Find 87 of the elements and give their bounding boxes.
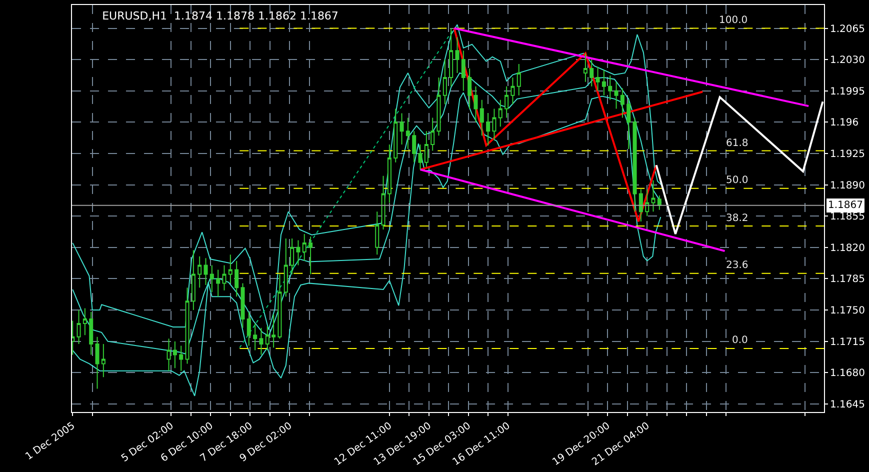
candlestick <box>308 236 313 275</box>
candlestick <box>253 322 258 351</box>
series-label: 23.6 <box>726 260 748 271</box>
candlestick <box>198 256 202 288</box>
candlestick <box>240 282 245 328</box>
ref-line-label: 1.1867 <box>828 200 863 211</box>
y-tick-label: 1.1785 <box>830 274 865 286</box>
candlestick <box>449 28 454 87</box>
candlestick <box>620 88 624 118</box>
candlestick <box>632 117 637 212</box>
candlestick <box>101 344 106 378</box>
candlestick <box>442 59 447 105</box>
candlestick <box>179 345 184 372</box>
candlestick <box>290 238 294 275</box>
candlestick <box>302 233 306 262</box>
candlestick <box>394 108 398 163</box>
candlestick <box>400 112 404 146</box>
candlestick <box>89 311 94 356</box>
candlestick <box>468 68 472 110</box>
y-tick-label: 1.1820 <box>830 242 865 254</box>
candlestick <box>602 70 606 96</box>
candlestick <box>412 130 416 163</box>
candlestick <box>455 36 460 74</box>
candlestick <box>381 175 386 230</box>
series-label: 50.0 <box>726 175 748 186</box>
y-tick-label: 1.1750 <box>830 306 865 317</box>
candlestick <box>516 64 521 96</box>
series-label: 100.0 <box>719 15 748 26</box>
candlestick <box>504 86 509 118</box>
candlestick <box>259 327 264 356</box>
candlestick <box>284 238 288 298</box>
y-tick-label: 1.1680 <box>830 368 865 380</box>
y-tick-label: 1.1715 <box>830 336 865 348</box>
candlestick <box>406 117 410 150</box>
candlestick <box>375 211 380 256</box>
candlestick <box>645 188 650 217</box>
candlestick <box>638 188 643 222</box>
candlestick <box>436 76 441 136</box>
candlestick <box>191 250 196 311</box>
candlestick <box>583 52 588 82</box>
candlestick <box>265 326 270 351</box>
candlestick <box>424 130 428 168</box>
candlestick <box>596 66 600 92</box>
candlestick <box>651 180 656 212</box>
candlestick <box>657 195 662 210</box>
series-label: 61.8 <box>726 138 748 149</box>
y-tick-label: 1.1855 <box>830 212 865 223</box>
candlestick <box>76 310 81 345</box>
candlestick <box>480 99 484 136</box>
candlestick <box>185 287 190 364</box>
candlestick <box>461 50 466 92</box>
candlestick <box>486 112 490 146</box>
candlestick <box>210 264 214 293</box>
candlestick <box>590 59 594 87</box>
candlestick <box>278 274 282 340</box>
y-tick-label: 1.196 <box>830 118 859 129</box>
candlestick <box>608 75 612 100</box>
y-tick-label: 1.1645 <box>830 399 865 410</box>
candlestick <box>474 86 478 123</box>
text: EURUSD,H1 1.1874 1.1878 1.1862 1.1867 <box>102 10 338 22</box>
y-tick-label: 1.1890 <box>830 180 865 192</box>
candlestick <box>172 340 177 369</box>
candlestick <box>166 338 171 372</box>
y-tick-label: 1.2030 <box>830 55 865 66</box>
candlestick <box>228 254 232 284</box>
candlestick <box>626 99 631 150</box>
candlestick <box>95 336 100 390</box>
candlestick <box>510 76 515 105</box>
candlestick <box>492 108 496 141</box>
y-tick-label: 1.1925 <box>830 148 865 160</box>
candlestick <box>222 264 226 291</box>
series-label: 38.2 <box>726 213 748 224</box>
candlestick <box>82 308 87 336</box>
candlestick <box>430 117 435 152</box>
candlestick <box>614 81 618 110</box>
candlestick <box>204 258 208 286</box>
candlestick <box>418 144 422 170</box>
candlestick <box>272 314 276 348</box>
candlestick <box>246 311 251 346</box>
candlestick <box>234 260 239 298</box>
y-tick-label: 1.1995 <box>830 86 865 98</box>
series-label: 0.0 <box>732 335 748 346</box>
candlestick <box>296 240 300 266</box>
y-tick-label: 1.2065 <box>830 24 865 35</box>
candlestick <box>216 269 220 298</box>
candlestick <box>498 99 502 128</box>
candlestick <box>387 144 392 204</box>
